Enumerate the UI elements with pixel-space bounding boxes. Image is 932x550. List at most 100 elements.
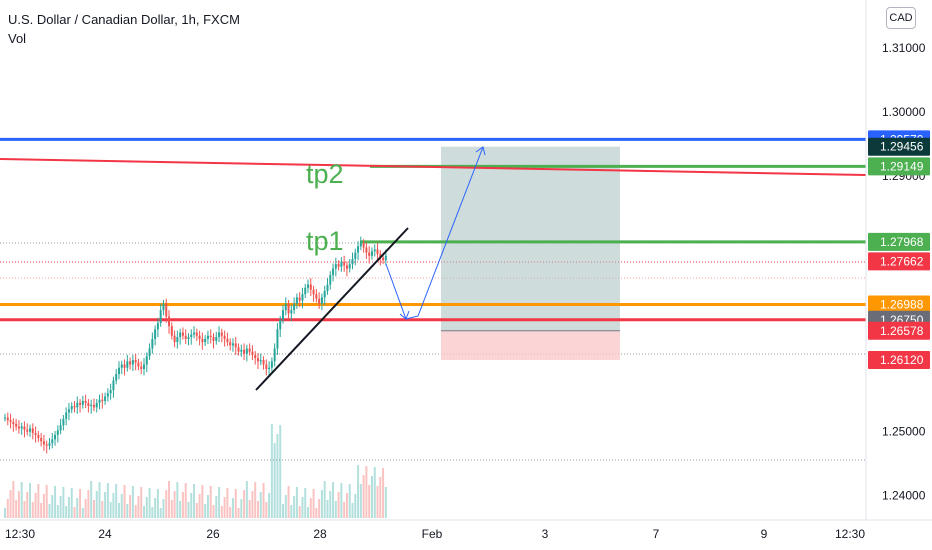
- candle-body: [195, 332, 198, 336]
- candle: [273, 343, 276, 367]
- candle: [304, 283, 307, 299]
- volume-bar: [90, 481, 93, 518]
- volume-bar: [368, 485, 371, 518]
- candle: [287, 299, 290, 320]
- trendline-drawings[interactable]: [255, 146, 486, 391]
- candle-body: [140, 366, 143, 369]
- candle-body: [184, 335, 187, 339]
- candle-body: [304, 287, 307, 295]
- volume-bar: [42, 494, 45, 518]
- candle-body: [340, 262, 343, 267]
- time-axis[interactable]: 12:30 24 26 28 Feb 3 7 9 12:30: [0, 519, 932, 541]
- candle: [226, 332, 229, 346]
- price-label-box: [868, 232, 930, 251]
- candle-body: [87, 402, 90, 407]
- volume-bar: [62, 487, 65, 518]
- time-tick-label: 3: [542, 527, 549, 541]
- candle-body: [357, 246, 360, 253]
- candle: [65, 407, 68, 426]
- candle-body: [198, 335, 201, 339]
- candle: [265, 359, 268, 376]
- candle-body: [162, 303, 165, 311]
- candle: [17, 420, 20, 434]
- price-label-text: 1.29149: [880, 159, 924, 173]
- candle: [51, 432, 54, 449]
- candle-body: [79, 402, 82, 405]
- price-label-1.29456: 1.29456: [868, 137, 930, 156]
- volume-bar: [134, 505, 137, 518]
- candle: [109, 383, 112, 400]
- volume-bar: [190, 493, 193, 518]
- volume-bar: [293, 496, 296, 518]
- symbol-title[interactable]: U.S. Dollar / Canadian Dollar, 1h, FXCM: [8, 12, 240, 27]
- candle: [223, 330, 226, 347]
- candle: [318, 292, 321, 309]
- candle-body: [332, 268, 335, 275]
- volume-bar: [104, 492, 107, 518]
- candle: [112, 376, 115, 398]
- candle-body: [282, 310, 284, 320]
- long-position-tool[interactable]: [441, 146, 620, 361]
- candle: [31, 423, 34, 440]
- time-tick-label: 28: [313, 527, 327, 541]
- candle: [237, 343, 240, 356]
- candle-body: [179, 332, 182, 338]
- volume-bar: [243, 490, 246, 518]
- candle: [329, 271, 332, 290]
- volume-bar: [48, 504, 51, 518]
- candle: [309, 278, 312, 297]
- volume-indicator-label[interactable]: Vol: [8, 31, 27, 46]
- candle: [198, 330, 201, 346]
- candle-body: [348, 264, 351, 269]
- candle-body: [90, 404, 93, 407]
- volume-bar: [143, 506, 145, 518]
- volume-bar: [115, 484, 118, 518]
- candle: [187, 333, 190, 346]
- volume-bar: [31, 502, 34, 518]
- volume-bar: [348, 484, 351, 518]
- candle-body: [298, 297, 301, 301]
- candle-body: [318, 298, 321, 304]
- time-tick-label: 9: [761, 527, 768, 541]
- candle: [245, 344, 248, 362]
- candle: [212, 333, 215, 349]
- volume-bar: [140, 487, 143, 518]
- volume-bar: [148, 488, 151, 518]
- candle: [376, 243, 379, 261]
- price-axis[interactable]: 1.310001.300001.290001.250001.240001.295…: [865, 0, 932, 550]
- volume-bar: [101, 501, 104, 518]
- volume-bar: [384, 487, 387, 518]
- candle: [343, 255, 346, 272]
- candle-body: [120, 364, 123, 368]
- price-label-text: 1.27968: [880, 235, 924, 249]
- candle-body: [17, 426, 20, 429]
- time-tick-label: 12:30: [835, 527, 865, 541]
- candle: [231, 338, 234, 352]
- volume-bars: [4, 424, 387, 518]
- candle-body: [76, 402, 79, 408]
- horizontal-lines[interactable]: [0, 137, 867, 322]
- candle-body: [290, 310, 293, 314]
- candle-body: [67, 409, 70, 413]
- candle-body: [251, 351, 254, 355]
- price-label-box: [868, 295, 930, 314]
- candle: [218, 326, 221, 343]
- volume-bar: [206, 495, 209, 518]
- currency-button[interactable]: CAD: [886, 7, 916, 29]
- candle: [40, 432, 43, 447]
- candle-body: [343, 262, 346, 266]
- volume-bar: [117, 503, 120, 518]
- volume-bar: [290, 505, 293, 518]
- volume-bar: [256, 501, 259, 518]
- candle-body: [384, 255, 387, 261]
- volume-bar: [309, 498, 312, 518]
- candle: [234, 337, 237, 355]
- candle-body: [81, 400, 84, 405]
- volume-bar: [209, 486, 212, 518]
- candle-body: [243, 349, 246, 354]
- candle-body: [312, 289, 315, 295]
- candle: [345, 261, 348, 277]
- candle-body: [368, 252, 371, 256]
- chart-legend: U.S. Dollar / Canadian Dollar, 1h, FXCM …: [8, 10, 240, 48]
